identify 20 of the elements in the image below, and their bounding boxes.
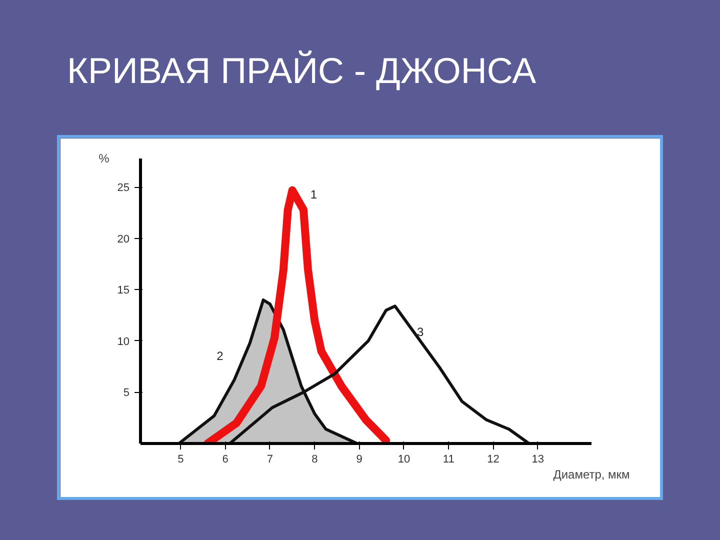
y-axis-title: % xyxy=(98,152,110,166)
x-tick-label: 5 xyxy=(178,454,184,466)
x-tick-label: 13 xyxy=(532,454,544,466)
x-tick-label: 9 xyxy=(356,454,362,466)
y-tick-label: 25 xyxy=(117,182,130,194)
x-tick-label: 12 xyxy=(487,454,500,466)
x-tick-label: 10 xyxy=(398,454,410,466)
x-tick-label: 11 xyxy=(442,454,454,466)
chart-title: КРИВАЯ ПРАЙС - ДЖОНСА xyxy=(67,49,536,93)
annotation: 3 xyxy=(417,325,424,340)
x-tick-label: 6 xyxy=(222,454,228,466)
annotation: 1 xyxy=(310,187,318,202)
x-tick-label: 7 xyxy=(266,454,274,466)
y-tick-label: 15 xyxy=(117,284,130,297)
y-tick-label: 10 xyxy=(117,336,130,348)
y-tick-label: 5 xyxy=(123,387,130,400)
y-tick-label: 20 xyxy=(117,233,130,246)
x-axis-title: Диаметр, мкм xyxy=(553,468,630,482)
annotation: 2 xyxy=(216,348,224,363)
x-tick-label: 8 xyxy=(312,454,318,466)
